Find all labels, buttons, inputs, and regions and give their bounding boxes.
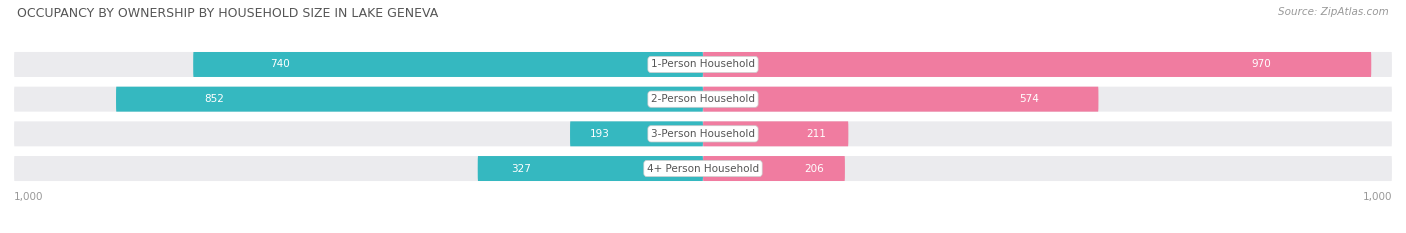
FancyBboxPatch shape <box>703 121 848 146</box>
FancyBboxPatch shape <box>193 52 703 77</box>
FancyBboxPatch shape <box>478 156 703 181</box>
Text: 2-Person Household: 2-Person Household <box>651 94 755 104</box>
FancyBboxPatch shape <box>14 52 1392 77</box>
Text: 327: 327 <box>512 164 531 174</box>
Text: 3-Person Household: 3-Person Household <box>651 129 755 139</box>
Text: 740: 740 <box>270 59 290 69</box>
Text: 970: 970 <box>1251 59 1271 69</box>
FancyBboxPatch shape <box>14 156 1392 181</box>
FancyBboxPatch shape <box>703 156 845 181</box>
Text: Source: ZipAtlas.com: Source: ZipAtlas.com <box>1278 7 1389 17</box>
Text: 1,000: 1,000 <box>14 192 44 202</box>
FancyBboxPatch shape <box>703 87 1098 112</box>
Text: OCCUPANCY BY OWNERSHIP BY HOUSEHOLD SIZE IN LAKE GENEVA: OCCUPANCY BY OWNERSHIP BY HOUSEHOLD SIZE… <box>17 7 439 20</box>
Text: 193: 193 <box>591 129 610 139</box>
Text: 211: 211 <box>807 129 827 139</box>
Text: 4+ Person Household: 4+ Person Household <box>647 164 759 174</box>
Text: 206: 206 <box>804 164 824 174</box>
Text: 574: 574 <box>1019 94 1039 104</box>
FancyBboxPatch shape <box>14 87 1392 112</box>
FancyBboxPatch shape <box>703 52 1371 77</box>
Text: 1-Person Household: 1-Person Household <box>651 59 755 69</box>
FancyBboxPatch shape <box>117 87 703 112</box>
Text: 852: 852 <box>204 94 224 104</box>
Text: 1,000: 1,000 <box>1362 192 1392 202</box>
FancyBboxPatch shape <box>569 121 703 146</box>
FancyBboxPatch shape <box>14 121 1392 146</box>
Legend: Owner-occupied, Renter-occupied: Owner-occupied, Renter-occupied <box>591 230 815 233</box>
